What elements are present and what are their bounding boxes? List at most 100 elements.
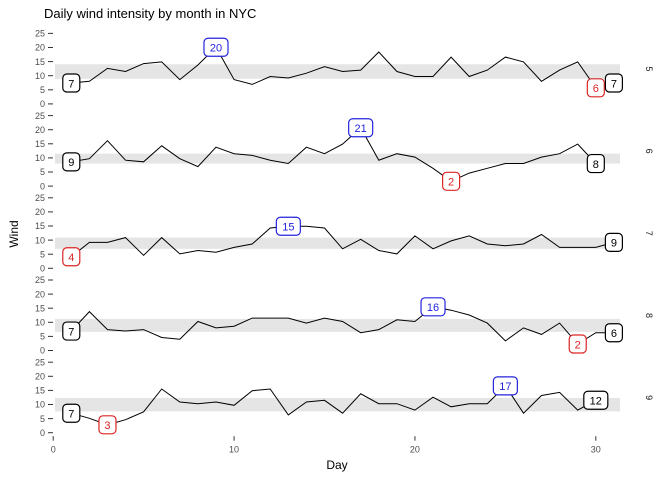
value-label-text: 2 [448, 177, 454, 189]
y-tick-label: 25 [35, 111, 45, 121]
y-tick-label: 20 [35, 125, 45, 135]
y-tick-label: 25 [35, 193, 45, 203]
value-label-box [98, 415, 117, 435]
value-label-box [492, 376, 518, 396]
facet-panel-month-8 [48, 279, 623, 354]
value-label-box [62, 152, 81, 172]
y-tick-label: 10 [35, 71, 45, 81]
y-tick-label: 10 [35, 400, 45, 410]
facet-strip-label: 5 [644, 66, 654, 71]
value-label-max [275, 216, 301, 236]
value-label-text: 20 [210, 43, 222, 55]
value-label-first [62, 403, 81, 423]
value-label-box [442, 171, 461, 191]
wind-line [70, 306, 614, 345]
value-label-text: 7 [68, 326, 74, 338]
value-label-last [604, 323, 623, 343]
value-label-min [442, 171, 461, 191]
y-tick-label: 25 [35, 275, 45, 285]
value-label-max [492, 376, 518, 396]
value-label-box [348, 118, 374, 138]
value-label-box [568, 334, 587, 354]
value-label-min [62, 247, 81, 267]
value-label-box [604, 232, 623, 252]
value-label-last [604, 73, 623, 93]
facet-panel-month-9 [48, 361, 620, 435]
value-label-box [604, 73, 623, 93]
y-tick-label: 25 [35, 29, 45, 39]
value-label-text: 7 [611, 78, 617, 90]
y-tick-label: 5 [40, 85, 45, 95]
y-tick-label: 25 [35, 357, 45, 367]
value-label-max [420, 297, 446, 317]
value-label-text: 2 [575, 339, 581, 351]
wind-line [71, 46, 615, 89]
value-label-first [62, 73, 81, 93]
y-tick-label: 20 [35, 371, 45, 381]
value-label-text: 9 [68, 157, 74, 169]
value-label-first [62, 152, 81, 172]
y-tick-label: 20 [35, 207, 45, 217]
value-label-box [586, 78, 605, 98]
value-label-box [62, 321, 81, 341]
wind-line [71, 126, 597, 182]
iqr-band [55, 318, 620, 332]
value-label-text: 15 [282, 222, 294, 234]
x-tick-label: 20 [410, 444, 420, 454]
y-tick-label: 0 [40, 99, 45, 109]
y-tick-label: 5 [40, 249, 45, 259]
facet-strip-label: 6 [644, 149, 654, 154]
value-label-text: 21 [355, 123, 367, 135]
value-label-text: 17 [499, 381, 511, 393]
x-tick-label: 10 [229, 444, 239, 454]
y-tick-label: 5 [40, 332, 45, 342]
iqr-band [55, 153, 620, 164]
facet-strip-label: 8 [644, 313, 654, 318]
value-label-last [583, 390, 609, 410]
y-tick-label: 15 [35, 221, 45, 231]
iqr-band [55, 397, 620, 412]
y-tick-label: 10 [35, 153, 45, 163]
y-tick-label: 20 [35, 43, 45, 53]
value-label-min [568, 334, 587, 354]
chart-title: Daily wind intensity by month in NYC [44, 6, 257, 21]
y-tick-label: 15 [35, 139, 45, 149]
value-label-text: 6 [593, 83, 599, 95]
value-label-box [62, 403, 81, 423]
value-label-box [62, 247, 81, 267]
value-label-box [586, 153, 605, 174]
value-label-box [583, 390, 609, 410]
y-tick-label: 15 [35, 386, 45, 396]
facet-strip-label: 7 [644, 231, 654, 236]
y-tick-label: 5 [40, 167, 45, 177]
value-label-last [586, 153, 605, 174]
value-label-box [275, 216, 301, 236]
facet-panel-month-7 [48, 197, 623, 269]
y-tick-label: 10 [35, 235, 45, 245]
y-tick-label: 20 [35, 289, 45, 299]
value-label-first [62, 321, 81, 341]
value-label-text: 9 [611, 238, 617, 250]
y-tick-label: 15 [35, 303, 45, 313]
value-label-max [203, 37, 229, 57]
facet-panel-month-6 [48, 115, 620, 191]
y-tick-label: 0 [40, 428, 45, 438]
x-tick-label: 0 [51, 444, 56, 454]
value-label-box [420, 297, 446, 317]
value-label-box [203, 37, 229, 57]
value-label-text: 4 [68, 252, 74, 264]
value-label-text: 16 [427, 302, 439, 314]
value-label-text: 12 [590, 396, 602, 408]
value-label-box [604, 323, 623, 343]
value-label-box [62, 73, 81, 93]
value-label-text: 8 [593, 159, 599, 171]
y-tick-label: 0 [40, 263, 45, 273]
value-label-text: 7 [68, 409, 74, 421]
x-tick-label: 30 [591, 444, 601, 454]
value-label-min [98, 415, 117, 435]
x-axis-title: Day [326, 458, 348, 472]
value-label-text: 7 [68, 78, 74, 90]
value-label-text: 3 [104, 420, 110, 432]
